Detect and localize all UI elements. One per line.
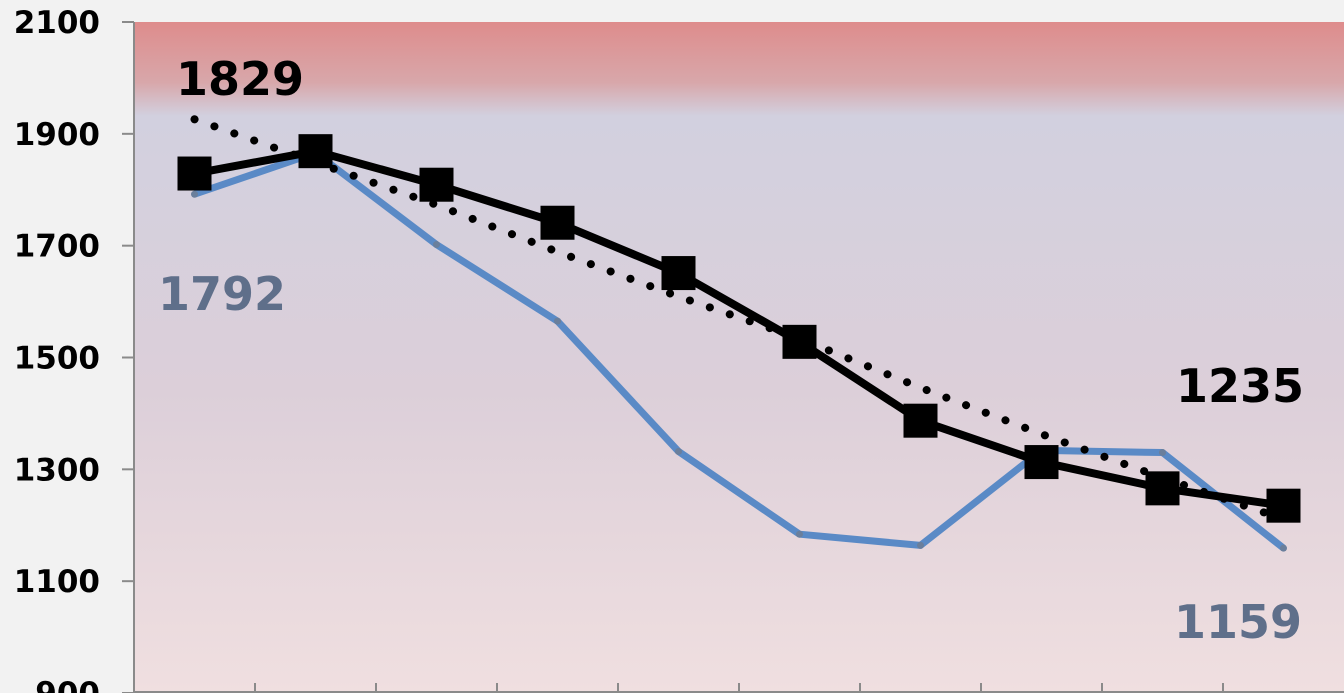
data-point-black xyxy=(782,324,817,359)
series-line-blue xyxy=(193,149,1286,551)
y-tick-label: 1300 xyxy=(14,452,100,488)
data-point-black xyxy=(1266,488,1301,523)
y-tick-label: 900 xyxy=(35,676,100,693)
data-point-blue xyxy=(554,317,561,325)
data-point-black xyxy=(661,256,696,291)
data-point-black xyxy=(298,134,333,169)
data-point-blue xyxy=(675,447,682,455)
data-label: 1235 xyxy=(1176,359,1304,413)
data-point-blue xyxy=(796,530,803,538)
data-point-black xyxy=(1145,471,1180,506)
y-tick-label: 1500 xyxy=(14,341,100,377)
data-point-blue xyxy=(191,190,198,198)
series-layer xyxy=(177,115,1301,552)
data-point-black xyxy=(1024,445,1059,480)
series-line-trend xyxy=(190,115,1288,524)
y-tick-label: 1700 xyxy=(14,229,100,265)
data-label: 1792 xyxy=(158,267,286,321)
data-point-blue xyxy=(433,241,440,249)
data-point-black xyxy=(903,403,938,438)
annotations: 1829 1792 1235 1159 xyxy=(158,52,1304,649)
plot-area xyxy=(134,22,1344,693)
y-tick-label: 1100 xyxy=(14,564,100,600)
data-point-blue xyxy=(1159,449,1166,457)
data-label: 1159 xyxy=(1174,595,1302,649)
data-point-blue xyxy=(917,541,924,549)
y-tick-label: 1900 xyxy=(14,117,100,153)
data-point-black xyxy=(177,156,212,191)
data-point-black xyxy=(540,205,575,240)
data-label: 1829 xyxy=(176,52,304,106)
axes: 2100 1900 1700 1500 1300 1100 900 xyxy=(14,5,1344,693)
data-point-black xyxy=(419,167,454,202)
y-tick-label: 2100 xyxy=(14,5,100,41)
series-line-black xyxy=(193,147,1285,510)
data-point-blue xyxy=(1280,544,1287,552)
